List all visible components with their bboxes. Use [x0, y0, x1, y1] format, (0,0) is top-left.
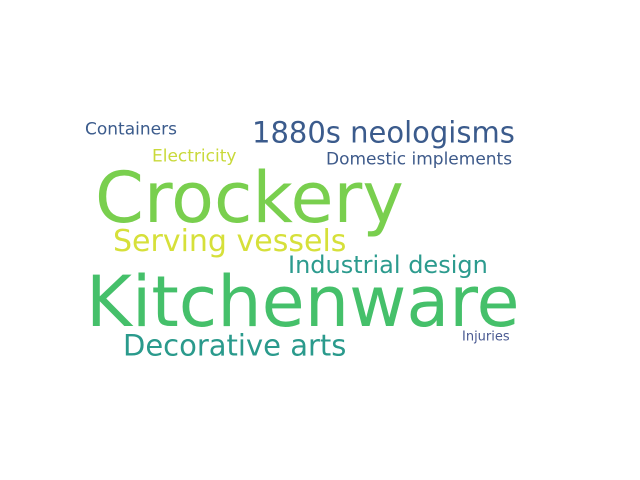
word-crockery: Crockery: [95, 157, 404, 239]
word-decorative-arts: Decorative arts: [123, 328, 347, 363]
word-containers: Containers: [85, 119, 177, 140]
word-injuries: Injuries: [462, 329, 510, 345]
word-industrial-design: Industrial design: [288, 251, 488, 279]
word-electricity: Electricity: [152, 146, 237, 167]
word-domestic-implements: Domestic implements: [326, 149, 513, 170]
word-1880s-neologisms: 1880s neologisms: [252, 115, 515, 150]
word-kitchenware: Kitchenware: [86, 261, 520, 343]
word-serving-vessels: Serving vessels: [113, 224, 347, 259]
